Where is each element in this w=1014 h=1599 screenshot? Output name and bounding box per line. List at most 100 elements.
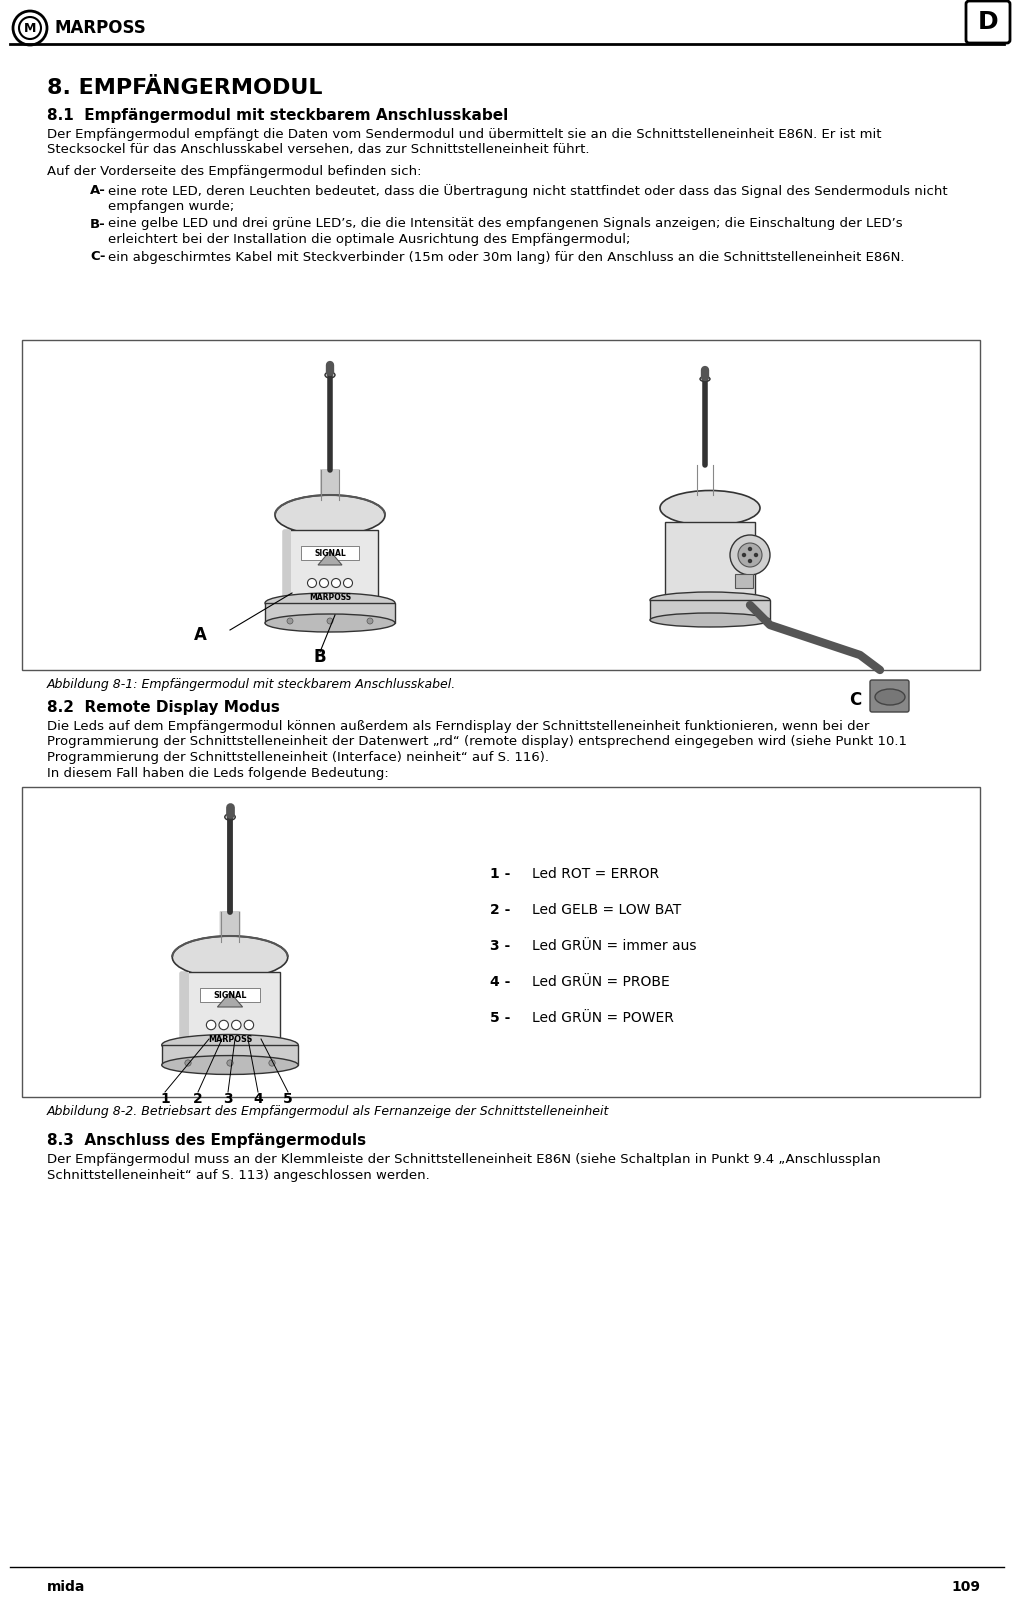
- Text: mida: mida: [47, 1580, 85, 1594]
- Circle shape: [344, 579, 353, 587]
- Ellipse shape: [325, 373, 335, 377]
- Ellipse shape: [275, 496, 385, 536]
- Text: Der Empfängermodul empfängt die Daten vom Sendermodul und übermittelt sie an die: Der Empfängermodul empfängt die Daten vo…: [47, 128, 881, 141]
- Ellipse shape: [162, 1035, 298, 1055]
- Bar: [283, 529, 377, 604]
- Ellipse shape: [660, 491, 760, 526]
- Text: 8. EMPFÄNGERMODUL: 8. EMPFÄNGERMODUL: [47, 78, 322, 98]
- Bar: [665, 521, 755, 595]
- Ellipse shape: [225, 814, 235, 820]
- Circle shape: [227, 1060, 233, 1067]
- Circle shape: [327, 617, 333, 624]
- Bar: [22, 341, 980, 670]
- Ellipse shape: [162, 1055, 298, 1075]
- Circle shape: [244, 1020, 254, 1030]
- Text: Stecksockel für das Anschlusskabel versehen, das zur Schnittstelleneinheit führt: Stecksockel für das Anschlusskabel verse…: [47, 144, 589, 157]
- Polygon shape: [318, 552, 342, 564]
- Bar: [735, 574, 753, 588]
- Text: 5 -: 5 -: [490, 1011, 510, 1025]
- Text: Led GRÜN = POWER: Led GRÜN = POWER: [532, 1011, 674, 1025]
- Polygon shape: [217, 993, 242, 1007]
- Text: Auf der Vorderseite des Empfängermodul befinden sich:: Auf der Vorderseite des Empfängermodul b…: [47, 165, 422, 177]
- Text: Abbildung 8-2. Betriebsart des Empfängermodul als Fernanzeige der Schnittstellen: Abbildung 8-2. Betriebsart des Empfänger…: [47, 1105, 609, 1118]
- Circle shape: [307, 579, 316, 587]
- Ellipse shape: [650, 612, 770, 627]
- Text: A-: A-: [90, 184, 105, 198]
- Text: 8.1  Empfängermodul mit steckbarem Anschlusskabel: 8.1 Empfängermodul mit steckbarem Anschl…: [47, 109, 508, 123]
- FancyBboxPatch shape: [320, 469, 340, 500]
- Circle shape: [269, 1060, 275, 1067]
- Text: 4 -: 4 -: [490, 975, 510, 990]
- Text: 5: 5: [283, 1092, 293, 1107]
- Circle shape: [754, 553, 757, 556]
- Ellipse shape: [650, 592, 770, 608]
- Text: SIGNAL: SIGNAL: [213, 990, 246, 999]
- FancyBboxPatch shape: [870, 680, 909, 712]
- Circle shape: [319, 579, 329, 587]
- Bar: [283, 529, 290, 604]
- Ellipse shape: [875, 689, 906, 705]
- Ellipse shape: [265, 593, 395, 612]
- Text: Schnittstelleneinheit“ auf S. 113) angeschlossen werden.: Schnittstelleneinheit“ auf S. 113) anges…: [47, 1169, 430, 1182]
- Circle shape: [185, 1060, 192, 1067]
- Bar: [265, 603, 395, 624]
- FancyBboxPatch shape: [220, 911, 240, 943]
- Text: 8.2  Remote Display Modus: 8.2 Remote Display Modus: [47, 700, 280, 715]
- Text: Led GRÜN = immer aus: Led GRÜN = immer aus: [532, 939, 697, 953]
- Text: MARPOSS: MARPOSS: [208, 1035, 252, 1044]
- FancyBboxPatch shape: [301, 545, 359, 560]
- Ellipse shape: [172, 935, 288, 979]
- Text: M: M: [23, 21, 37, 35]
- Text: 1 -: 1 -: [490, 867, 510, 881]
- Circle shape: [738, 544, 762, 568]
- Text: 109: 109: [951, 1580, 980, 1594]
- Text: SIGNAL: SIGNAL: [314, 548, 346, 558]
- Text: ein abgeschirmtes Kabel mit Steckverbinder (15m oder 30m lang) für den Anschluss: ein abgeschirmtes Kabel mit Steckverbind…: [108, 251, 904, 264]
- Circle shape: [730, 536, 770, 576]
- Text: D: D: [977, 10, 999, 34]
- Text: MARPOSS: MARPOSS: [309, 593, 351, 601]
- Text: 4: 4: [254, 1092, 263, 1107]
- Text: Programmierung der Schnittstelleneinheit der Datenwert „rd“ (remote display) ent: Programmierung der Schnittstelleneinheit…: [47, 736, 907, 748]
- Bar: [22, 787, 980, 1097]
- Text: C-: C-: [90, 251, 105, 264]
- Bar: [180, 972, 280, 1047]
- Text: 2: 2: [193, 1092, 203, 1107]
- Text: Led ROT = ERROR: Led ROT = ERROR: [532, 867, 659, 881]
- Text: C: C: [849, 691, 861, 708]
- Text: 1: 1: [160, 1092, 170, 1107]
- Bar: [162, 1046, 298, 1065]
- Circle shape: [287, 617, 293, 624]
- Circle shape: [367, 617, 373, 624]
- Text: Der Empfängermodul muss an der Klemmleiste der Schnittstelleneinheit E86N (siehe: Der Empfängermodul muss an der Klemmleis…: [47, 1153, 881, 1166]
- Bar: [180, 972, 189, 1047]
- Text: Led GELB = LOW BAT: Led GELB = LOW BAT: [532, 903, 681, 916]
- FancyBboxPatch shape: [200, 988, 261, 1003]
- FancyBboxPatch shape: [966, 2, 1010, 43]
- Text: 8.3  Anschluss des Empfängermoduls: 8.3 Anschluss des Empfängermoduls: [47, 1134, 366, 1148]
- Circle shape: [742, 553, 745, 556]
- Circle shape: [231, 1020, 241, 1030]
- Text: 3 -: 3 -: [490, 939, 510, 953]
- Text: Led GRÜN = PROBE: Led GRÜN = PROBE: [532, 975, 670, 990]
- Circle shape: [207, 1020, 216, 1030]
- Bar: [650, 600, 770, 620]
- Text: empfangen wurde;: empfangen wurde;: [108, 200, 234, 213]
- Text: Abbildung 8-1: Empfängermodul mit steckbarem Anschlusskabel.: Abbildung 8-1: Empfängermodul mit steckb…: [47, 678, 456, 691]
- Text: 3: 3: [223, 1092, 233, 1107]
- Text: A: A: [194, 625, 207, 644]
- Ellipse shape: [265, 614, 395, 632]
- Circle shape: [219, 1020, 228, 1030]
- Circle shape: [748, 560, 751, 563]
- Text: B-: B-: [90, 217, 105, 230]
- Text: erleichtert bei der Installation die optimale Ausrichtung des Empfängermodul;: erleichtert bei der Installation die opt…: [108, 233, 631, 246]
- Text: In diesem Fall haben die Leds folgende Bedeutung:: In diesem Fall haben die Leds folgende B…: [47, 766, 388, 779]
- Text: 2 -: 2 -: [490, 903, 510, 916]
- Text: Die Leds auf dem Empfängermodul können außerdem als Ferndisplay der Schnittstell: Die Leds auf dem Empfängermodul können a…: [47, 720, 869, 732]
- Text: MARPOSS: MARPOSS: [55, 19, 147, 37]
- Ellipse shape: [700, 376, 710, 382]
- Circle shape: [748, 547, 751, 550]
- Text: eine rote LED, deren Leuchten bedeutet, dass die Übertragung nicht stattfindet o: eine rote LED, deren Leuchten bedeutet, …: [108, 184, 948, 198]
- Text: Programmierung der Schnittstelleneinheit (Interface) neinheit“ auf S. 116).: Programmierung der Schnittstelleneinheit…: [47, 752, 549, 764]
- Text: B: B: [313, 648, 327, 667]
